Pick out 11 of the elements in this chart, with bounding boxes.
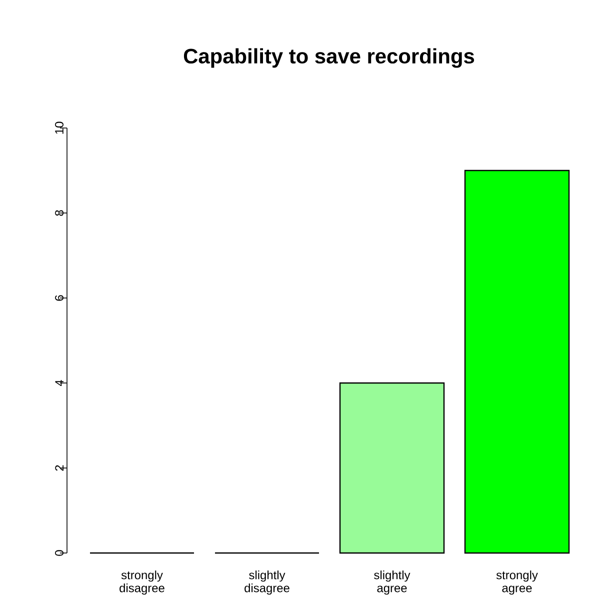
y-tick-label: 0 [55,550,64,556]
x-tick-label: strongly disagree [120,570,164,595]
chart-title: Capability to save recordings [184,48,474,68]
y-tick-label: 10 [55,122,64,134]
y-tick-label: 4 [55,380,64,386]
y-tick-label: 8 [55,210,64,216]
x-tick-label: slightly disagree [244,570,290,595]
x-tick-label: slightly agree [374,570,410,595]
x-tick-label: strongly agree [496,570,538,595]
y-tick-label: 6 [55,295,64,301]
y-tick-label: 2 [55,465,64,471]
